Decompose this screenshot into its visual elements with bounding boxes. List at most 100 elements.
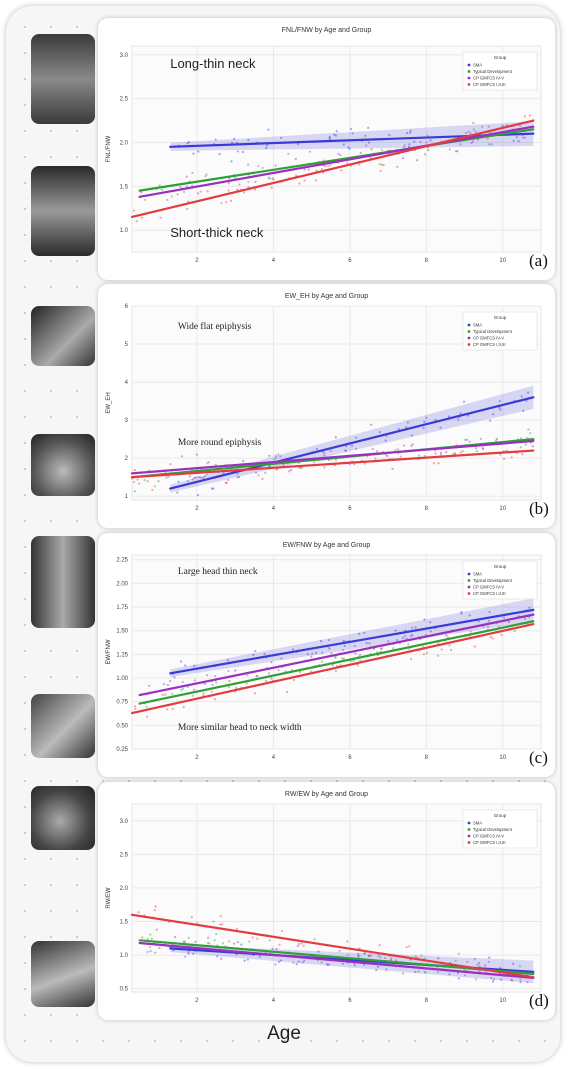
scatter-point	[353, 964, 357, 967]
scatter-point	[297, 942, 301, 946]
scatter-point	[315, 179, 318, 182]
scatter-point	[477, 620, 480, 623]
scatter-point	[320, 961, 323, 964]
scatter-point	[236, 188, 239, 191]
scatter-point	[173, 935, 177, 939]
y-axis-label: FNL/FNW	[106, 135, 112, 162]
scatter-point	[237, 475, 241, 479]
scatter-point	[277, 453, 280, 456]
scatter-point	[220, 923, 224, 926]
scatter-point	[172, 949, 175, 952]
legend-marker	[467, 821, 471, 825]
legend-marker	[467, 343, 471, 346]
scatter-point	[267, 672, 271, 675]
x-tick-label: 6	[348, 755, 352, 761]
scatter-point	[242, 459, 245, 463]
scatter-point	[434, 452, 437, 455]
scatter-point	[436, 971, 440, 974]
scatter-point	[494, 439, 498, 442]
scatter-point	[403, 144, 406, 147]
scatter-point	[459, 412, 462, 415]
scatter-point	[370, 423, 373, 426]
scatter-point	[255, 471, 258, 474]
xray-thumbnail-long-neck	[31, 34, 95, 124]
scatter-point	[254, 649, 257, 653]
scatter-point	[307, 168, 310, 171]
y-tick-label: 1	[125, 494, 129, 500]
scatter-point	[486, 137, 489, 140]
scatter-point	[367, 954, 371, 957]
chart-c: 2 4 6 8 10 0.25 0.50 0.75 1.00 1.25 1.50 1.75 2.00 2.…	[106, 542, 548, 767]
scatter-point	[397, 428, 400, 431]
scatter-point	[184, 664, 187, 667]
legend-title: Group	[494, 315, 507, 320]
legend-marker	[467, 828, 471, 831]
scatter-point	[388, 133, 391, 137]
scatter-point	[499, 408, 502, 411]
scatter-point	[498, 400, 501, 403]
scatter-point	[524, 443, 527, 446]
scatter-point	[184, 940, 187, 943]
scatter-point	[180, 688, 183, 692]
scatter-point	[240, 943, 243, 946]
scatter-point	[527, 428, 530, 431]
scatter-point	[132, 480, 136, 484]
scatter-point	[169, 463, 172, 466]
scatter-point	[343, 644, 346, 647]
y-tick-label: 0.75	[116, 700, 128, 706]
scatter-point	[190, 916, 193, 919]
y-axis-label: RW/EW	[106, 887, 112, 909]
scatter-point	[472, 128, 475, 131]
scatter-point	[344, 449, 347, 453]
scatter-point	[439, 426, 442, 429]
scatter-point	[454, 452, 457, 455]
scatter-point	[247, 186, 250, 189]
scatter-point	[146, 950, 149, 954]
scatter-point	[526, 391, 530, 394]
scatter-point	[472, 121, 475, 125]
scatter-point	[377, 954, 380, 957]
scatter-point	[327, 638, 330, 642]
scatter-point	[408, 131, 412, 134]
y-tick-label: 1.5	[120, 920, 129, 926]
scatter-point	[261, 166, 264, 169]
scatter-point	[191, 478, 194, 481]
cp-gmfcs-i-ii-iii-regression-line	[130, 913, 535, 979]
scatter-point	[253, 188, 257, 191]
scatter-point	[197, 192, 200, 195]
scatter-point	[411, 443, 414, 446]
scatter-point	[384, 956, 387, 960]
scatter-point	[322, 451, 326, 454]
x-tick-label: 4	[272, 998, 276, 1004]
scatter-point	[364, 134, 367, 137]
scatter-point	[157, 480, 160, 483]
scatter-point	[328, 135, 331, 139]
scatter-point	[207, 460, 210, 464]
scatter-point	[310, 670, 313, 673]
scatter-point	[367, 141, 370, 144]
scatter-point	[518, 965, 522, 968]
scatter-point	[414, 955, 417, 958]
scatter-point	[392, 647, 395, 650]
legend-marker	[467, 572, 471, 576]
scatter-point	[414, 626, 417, 629]
scatter-point	[214, 674, 217, 678]
legend-marker	[467, 76, 471, 80]
scatter-point	[339, 154, 342, 157]
scatter-point	[405, 131, 409, 135]
scatter-point	[413, 140, 416, 143]
scatter-point	[258, 955, 261, 958]
legend-entry: CP GMFCS IV-V	[473, 76, 504, 81]
legend-marker	[467, 63, 471, 67]
scatter-point	[191, 694, 195, 697]
scatter-point	[226, 659, 229, 662]
scatter-point	[410, 444, 413, 447]
scatter-point	[287, 152, 290, 155]
scatter-point	[528, 114, 532, 117]
scatter-point	[369, 156, 372, 159]
scatter-point	[395, 959, 398, 962]
cp-gmfcs-iv-v-regression-line	[138, 125, 535, 198]
scatter-point	[272, 178, 275, 181]
scatter-point	[358, 653, 362, 656]
y-tick-label: 2.25	[116, 558, 128, 564]
